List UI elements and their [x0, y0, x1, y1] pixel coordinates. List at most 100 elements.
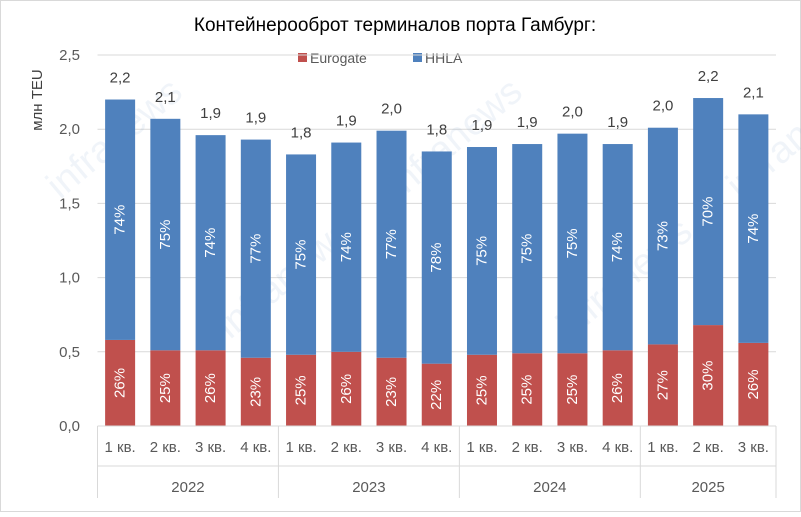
- bar-eurogate: [647, 344, 678, 426]
- bar-hhla: [195, 135, 226, 351]
- percent-label: 78%: [428, 243, 445, 273]
- percent-label: 74%: [112, 205, 129, 235]
- bar-hhla: [693, 98, 724, 326]
- bar-eurogate: [240, 357, 271, 426]
- bar-eurogate: [331, 351, 362, 426]
- bar-eurogate: [512, 353, 543, 426]
- bar-hhla: [557, 133, 588, 354]
- total-label: 1,9: [200, 105, 221, 122]
- total-label: 1,8: [426, 121, 447, 138]
- total-label: 2,0: [381, 101, 402, 118]
- percent-label: 74%: [338, 232, 355, 262]
- total-label: 1,9: [607, 114, 628, 131]
- y-tick-label: 0,0: [59, 418, 80, 435]
- percent-label: 25%: [473, 375, 490, 405]
- y-tick-label: 0,5: [59, 344, 80, 361]
- x-tick-label: 1 кв.: [466, 439, 497, 456]
- year-label: 2023: [352, 479, 385, 496]
- percent-label: 22%: [428, 380, 445, 410]
- x-tick-label: 2 кв.: [331, 439, 362, 456]
- bar-hhla: [466, 147, 497, 355]
- total-label: 2,1: [155, 89, 176, 106]
- y-axis-label: млн TEU: [29, 69, 46, 131]
- year-label: 2025: [691, 479, 724, 496]
- y-tick-label: 1,0: [59, 270, 80, 287]
- percent-label: 75%: [519, 234, 536, 264]
- x-tick-label: 4 кв.: [602, 439, 633, 456]
- total-label: 1,9: [245, 110, 266, 127]
- chart-title: Контейнерооброт терминалов порта Гамбург…: [194, 15, 596, 36]
- percent-label: 74%: [609, 232, 626, 262]
- bar-hhla: [105, 99, 136, 340]
- percent-label: 23%: [247, 377, 264, 407]
- percent-label: 75%: [564, 228, 581, 258]
- bar-eurogate: [421, 363, 452, 426]
- x-tick-label: 3 кв.: [195, 439, 226, 456]
- percent-label: 25%: [293, 375, 310, 405]
- x-tick-label: 2 кв.: [150, 439, 181, 456]
- percent-label: 73%: [654, 221, 671, 251]
- percent-label: 26%: [609, 373, 626, 403]
- bar-eurogate: [150, 350, 181, 426]
- bar-hhla: [421, 151, 452, 364]
- bar-eurogate: [376, 357, 407, 426]
- x-tick-label: 3 кв.: [738, 439, 769, 456]
- x-tick-label: 2 кв.: [512, 439, 543, 456]
- bar-eurogate: [602, 350, 633, 426]
- legend-swatch-eurogate: [298, 53, 307, 62]
- total-label: 1,9: [472, 117, 493, 134]
- bar-eurogate: [738, 342, 769, 426]
- year-label: 2024: [533, 479, 566, 496]
- legend-label-hhla: HHLA: [425, 50, 463, 66]
- total-label: 1,9: [517, 114, 538, 131]
- percent-label: 74%: [745, 214, 762, 244]
- legend: Eurogate HHLA: [298, 50, 463, 66]
- percent-label: 75%: [293, 240, 310, 270]
- percent-label: 26%: [112, 368, 129, 398]
- bar-eurogate: [466, 354, 497, 426]
- bar-hhla: [602, 144, 633, 351]
- percent-label: 25%: [564, 375, 581, 405]
- y-tick-label: 2,0: [59, 121, 80, 138]
- bar-hhla: [150, 118, 181, 351]
- bar-eurogate: [693, 325, 724, 426]
- percent-label: 23%: [383, 377, 400, 407]
- total-label: 1,8: [291, 124, 312, 141]
- total-label: 2,0: [562, 104, 583, 121]
- total-label: 2,2: [698, 68, 719, 85]
- bar-hhla: [647, 127, 678, 345]
- percent-label: 77%: [383, 229, 400, 259]
- total-label: 2,1: [743, 84, 764, 101]
- bar-hhla: [738, 114, 769, 343]
- percent-label: 25%: [157, 373, 174, 403]
- year-label: 2022: [171, 479, 204, 496]
- bar-eurogate: [195, 350, 226, 426]
- total-label: 1,9: [336, 113, 357, 130]
- y-tick-label: 1,5: [59, 195, 80, 212]
- x-tick-label: 4 кв.: [421, 439, 452, 456]
- legend-swatch-hhla: [413, 53, 422, 62]
- x-tick-label: 3 кв.: [557, 439, 588, 456]
- percent-label: 26%: [745, 369, 762, 399]
- percent-label: 25%: [519, 375, 536, 405]
- bar-eurogate: [286, 354, 317, 426]
- x-tick-label: 3 кв.: [376, 439, 407, 456]
- x-tick-label: 4 кв.: [240, 439, 271, 456]
- total-label: 2,0: [652, 98, 673, 115]
- bar-hhla: [512, 144, 543, 354]
- x-tick-label: 2 кв.: [693, 439, 724, 456]
- percent-label: 70%: [700, 197, 717, 227]
- percent-label: 26%: [338, 374, 355, 404]
- percent-label: 74%: [202, 228, 219, 258]
- x-tick-label: 1 кв.: [105, 439, 136, 456]
- total-label: 2,2: [110, 70, 131, 87]
- bar-hhla: [331, 142, 362, 352]
- percent-label: 26%: [202, 373, 219, 403]
- x-tick-label: 1 кв.: [285, 439, 316, 456]
- legend-label-eurogate: Eurogate: [310, 50, 367, 66]
- percent-label: 27%: [654, 370, 671, 400]
- percent-label: 75%: [473, 236, 490, 266]
- bar-hhla: [376, 130, 407, 358]
- x-tick-label: 1 кв.: [647, 439, 678, 456]
